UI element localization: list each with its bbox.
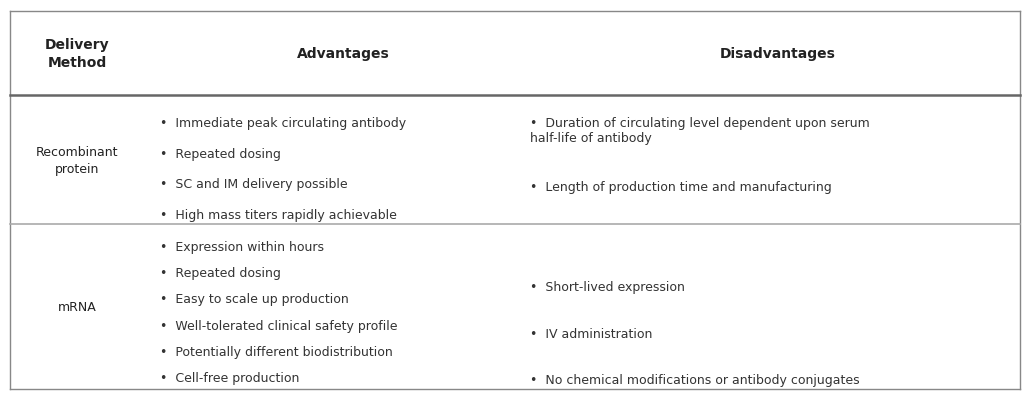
Text: •  IV administration: • IV administration — [530, 327, 653, 340]
Text: •  Short-lived expression: • Short-lived expression — [530, 281, 685, 294]
Text: mRNA: mRNA — [58, 300, 97, 313]
Text: •  Easy to scale up production: • Easy to scale up production — [160, 293, 348, 306]
Text: •  Well-tolerated clinical safety profile: • Well-tolerated clinical safety profile — [160, 319, 398, 332]
Text: •  High mass titers rapidly achievable: • High mass titers rapidly achievable — [160, 209, 397, 222]
Text: •  Cell-free production: • Cell-free production — [160, 371, 299, 384]
Text: Recombinant
protein: Recombinant protein — [36, 146, 118, 175]
Text: •  Duration of circulating level dependent upon serum
half-life of antibody: • Duration of circulating level dependen… — [530, 116, 870, 144]
Text: Advantages: Advantages — [297, 47, 389, 61]
Text: •  Potentially different biodistribution: • Potentially different biodistribution — [160, 345, 392, 358]
Text: Delivery
Method: Delivery Method — [45, 38, 109, 70]
Text: •  Repeated dosing: • Repeated dosing — [160, 147, 280, 160]
Text: •  Expression within hours: • Expression within hours — [160, 241, 323, 253]
Text: •  SC and IM delivery possible: • SC and IM delivery possible — [160, 178, 347, 191]
Text: •  Repeated dosing: • Repeated dosing — [160, 267, 280, 279]
Text: •  Length of production time and manufacturing: • Length of production time and manufact… — [530, 180, 832, 193]
Text: Disadvantages: Disadvantages — [720, 47, 835, 61]
Text: •  No chemical modifications or antibody conjugates: • No chemical modifications or antibody … — [530, 373, 860, 386]
Text: •  Immediate peak circulating antibody: • Immediate peak circulating antibody — [160, 116, 406, 129]
